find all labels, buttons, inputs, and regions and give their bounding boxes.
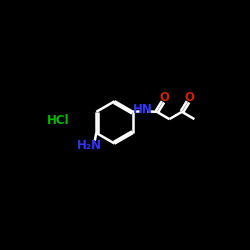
Text: HN: HN xyxy=(133,104,153,117)
Text: O: O xyxy=(184,92,194,104)
Text: O: O xyxy=(159,92,169,104)
Text: HCl: HCl xyxy=(46,114,69,127)
Text: H₂N: H₂N xyxy=(77,139,102,152)
